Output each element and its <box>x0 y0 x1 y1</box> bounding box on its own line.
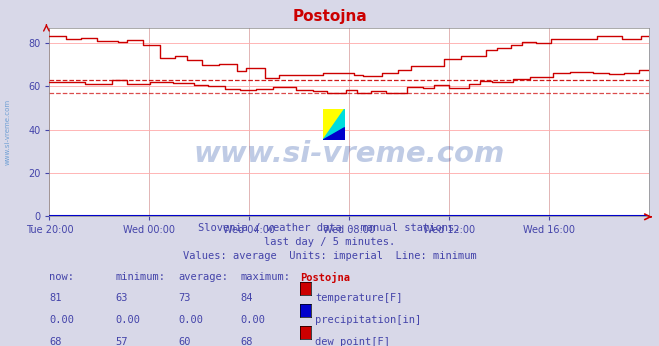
Text: 81: 81 <box>49 293 62 303</box>
Text: precipitation[in]: precipitation[in] <box>315 315 421 325</box>
Text: 63: 63 <box>115 293 128 303</box>
Polygon shape <box>323 109 345 140</box>
Text: 0.00: 0.00 <box>178 315 203 325</box>
Polygon shape <box>323 109 345 140</box>
Text: 0.00: 0.00 <box>115 315 140 325</box>
Text: 68: 68 <box>49 337 62 346</box>
Text: Slovenia / weather data - manual stations.: Slovenia / weather data - manual station… <box>198 223 461 233</box>
Text: temperature[F]: temperature[F] <box>315 293 403 303</box>
Text: www.si-vreme.com: www.si-vreme.com <box>194 140 505 168</box>
Text: now:: now: <box>49 272 74 282</box>
Text: Values: average  Units: imperial  Line: minimum: Values: average Units: imperial Line: mi… <box>183 251 476 261</box>
Text: 68: 68 <box>241 337 253 346</box>
Text: last day / 5 minutes.: last day / 5 minutes. <box>264 237 395 247</box>
Text: 73: 73 <box>178 293 190 303</box>
Text: minimum:: minimum: <box>115 272 165 282</box>
Text: 57: 57 <box>115 337 128 346</box>
Text: 60: 60 <box>178 337 190 346</box>
Text: www.si-vreme.com: www.si-vreme.com <box>5 98 11 165</box>
Polygon shape <box>323 128 345 140</box>
Text: maximum:: maximum: <box>241 272 291 282</box>
Text: 0.00: 0.00 <box>241 315 266 325</box>
Text: 84: 84 <box>241 293 253 303</box>
Text: Postojna: Postojna <box>292 9 367 24</box>
Text: dew point[F]: dew point[F] <box>315 337 390 346</box>
Text: average:: average: <box>178 272 228 282</box>
Text: Postojna: Postojna <box>300 272 350 283</box>
Text: 0.00: 0.00 <box>49 315 74 325</box>
